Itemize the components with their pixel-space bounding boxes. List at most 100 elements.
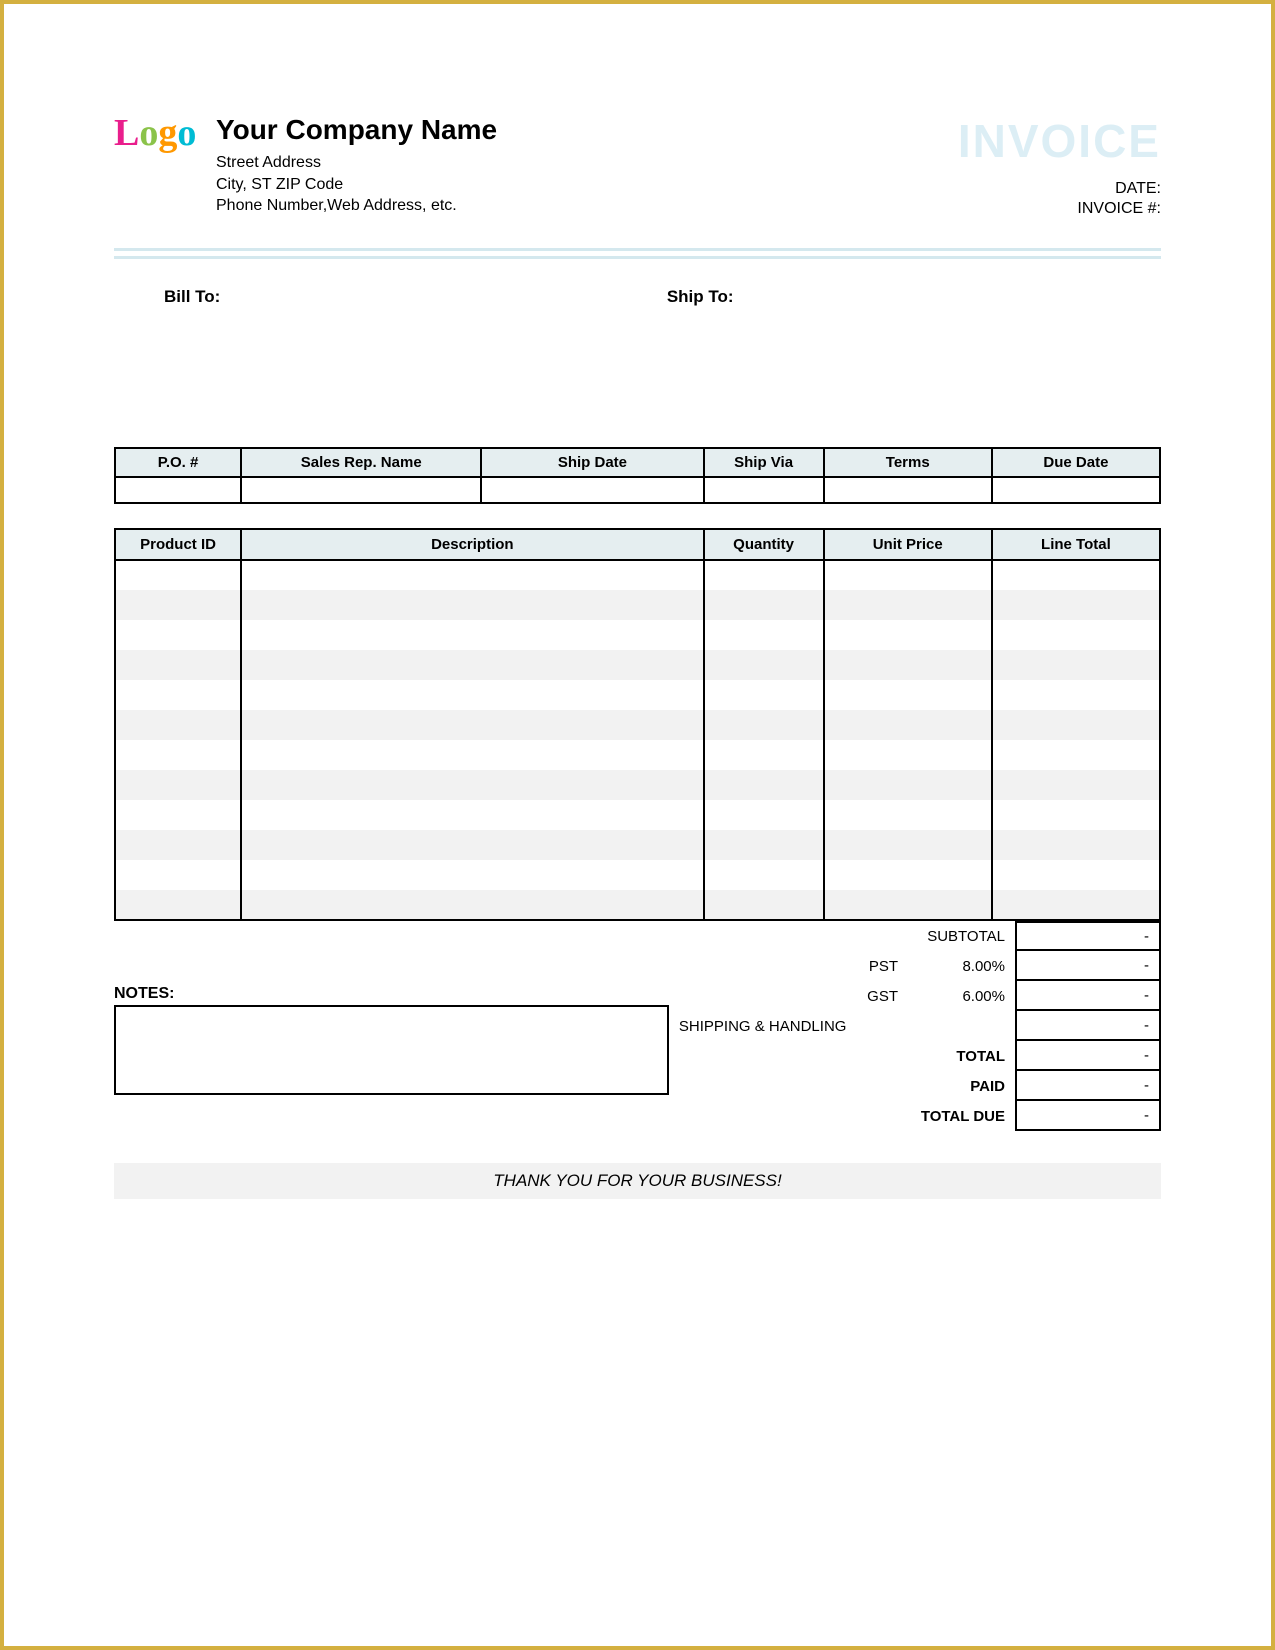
table-row	[115, 860, 1160, 890]
header-left: Logo Your Company Name Street Address Ci…	[114, 114, 497, 217]
company-address-1: Street Address	[216, 152, 497, 174]
item-cell[interactable]	[992, 680, 1160, 710]
gst-label: GST	[669, 988, 908, 1005]
item-cell[interactable]	[992, 860, 1160, 890]
item-cell[interactable]	[115, 680, 241, 710]
notes-area: NOTES:	[114, 921, 669, 1131]
item-cell[interactable]	[992, 650, 1160, 680]
item-cell[interactable]	[824, 830, 992, 860]
item-cell[interactable]	[704, 710, 824, 740]
table-row	[115, 830, 1160, 860]
item-cell[interactable]	[992, 560, 1160, 590]
item-cell[interactable]	[115, 860, 241, 890]
item-cell[interactable]	[241, 620, 703, 650]
item-cell[interactable]	[824, 650, 992, 680]
item-cell[interactable]	[115, 740, 241, 770]
item-cell[interactable]	[115, 770, 241, 800]
item-cell[interactable]	[241, 830, 703, 860]
table-row	[115, 740, 1160, 770]
item-cell[interactable]	[115, 890, 241, 920]
info-header-sales: Sales Rep. Name	[241, 448, 481, 477]
info-cell[interactable]	[481, 477, 703, 503]
item-cell[interactable]	[704, 560, 824, 590]
item-cell[interactable]	[824, 590, 992, 620]
item-cell[interactable]	[824, 710, 992, 740]
item-cell[interactable]	[824, 680, 992, 710]
item-cell[interactable]	[992, 590, 1160, 620]
info-cell[interactable]	[704, 477, 824, 503]
item-cell[interactable]	[115, 710, 241, 740]
item-cell[interactable]	[115, 590, 241, 620]
item-cell[interactable]	[704, 860, 824, 890]
item-cell[interactable]	[704, 830, 824, 860]
notes-box[interactable]	[114, 1005, 669, 1095]
company-address-2: City, ST ZIP Code	[216, 174, 497, 196]
logo-letter-o2: o	[177, 112, 196, 154]
ship-to-label: Ship To:	[667, 287, 734, 307]
item-cell[interactable]	[704, 800, 824, 830]
company-info: Your Company Name Street Address City, S…	[216, 114, 497, 217]
info-cell[interactable]	[241, 477, 481, 503]
item-cell[interactable]	[241, 710, 703, 740]
item-cell[interactable]	[704, 740, 824, 770]
item-cell[interactable]	[992, 740, 1160, 770]
item-cell[interactable]	[704, 770, 824, 800]
item-cell[interactable]	[241, 740, 703, 770]
info-header-terms: Terms	[824, 448, 992, 477]
gst-rate: 6.00%	[908, 988, 1015, 1005]
item-cell[interactable]	[992, 830, 1160, 860]
item-cell[interactable]	[241, 680, 703, 710]
item-cell[interactable]	[241, 770, 703, 800]
info-cell[interactable]	[824, 477, 992, 503]
pst-rate: 8.00%	[908, 958, 1015, 975]
item-cell[interactable]	[241, 860, 703, 890]
thank-you-bar: THANK YOU FOR YOUR BUSINESS!	[114, 1163, 1161, 1199]
pst-label: PST	[669, 958, 908, 975]
item-cell[interactable]	[115, 800, 241, 830]
item-cell[interactable]	[824, 770, 992, 800]
total-value: -	[1015, 1041, 1161, 1071]
due-label: TOTAL DUE	[908, 1108, 1015, 1125]
item-cell[interactable]	[992, 890, 1160, 920]
item-cell[interactable]	[241, 590, 703, 620]
item-cell[interactable]	[992, 710, 1160, 740]
item-cell[interactable]	[115, 560, 241, 590]
item-cell[interactable]	[115, 830, 241, 860]
item-cell[interactable]	[704, 590, 824, 620]
item-cell[interactable]	[992, 800, 1160, 830]
items-header-description: Description	[241, 529, 703, 560]
item-cell[interactable]	[704, 620, 824, 650]
item-cell[interactable]	[824, 620, 992, 650]
info-header-duedate: Due Date	[992, 448, 1160, 477]
item-cell[interactable]	[824, 560, 992, 590]
logo-letter-l: L	[114, 112, 139, 154]
item-cell[interactable]	[824, 890, 992, 920]
item-cell[interactable]	[704, 650, 824, 680]
item-cell[interactable]	[704, 890, 824, 920]
item-cell[interactable]	[241, 560, 703, 590]
table-row	[115, 620, 1160, 650]
item-cell[interactable]	[115, 650, 241, 680]
info-cell[interactable]	[992, 477, 1160, 503]
item-cell[interactable]	[241, 800, 703, 830]
table-row	[115, 800, 1160, 830]
subtotal-text: SUBTOTAL	[908, 928, 1015, 945]
item-cell[interactable]	[704, 680, 824, 710]
info-cell[interactable]	[115, 477, 241, 503]
item-cell[interactable]	[992, 770, 1160, 800]
item-cell[interactable]	[824, 800, 992, 830]
item-cell[interactable]	[241, 650, 703, 680]
table-row	[115, 650, 1160, 680]
invoice-no-label: INVOICE #:	[1077, 200, 1161, 217]
item-cell[interactable]	[824, 860, 992, 890]
table-row	[115, 770, 1160, 800]
addresses: Bill To: Ship To:	[164, 287, 1131, 307]
items-header-quantity: Quantity	[704, 529, 824, 560]
item-cell[interactable]	[115, 620, 241, 650]
totals: SUBTOTAL - PST 8.00% - GST 6.00% - SHIPP…	[669, 921, 1161, 1131]
table-row	[115, 680, 1160, 710]
item-cell[interactable]	[241, 890, 703, 920]
item-cell[interactable]	[824, 740, 992, 770]
item-cell[interactable]	[992, 620, 1160, 650]
total-text: TOTAL	[908, 1048, 1015, 1065]
